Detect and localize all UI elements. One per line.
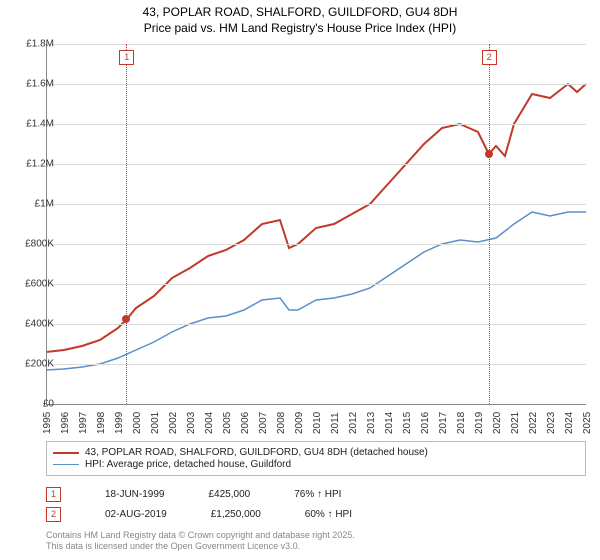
y-tick-label: £0 xyxy=(14,399,54,410)
y-tick-label: £200K xyxy=(14,359,54,370)
event-price: £1,250,000 xyxy=(211,509,261,520)
x-tick-label: 2016 xyxy=(420,412,431,434)
x-tick-label: 2018 xyxy=(456,412,467,434)
x-tick-label: 2020 xyxy=(492,412,503,434)
events-table: 1 18-JUN-1999 £425,000 76% ↑ HPI 2 02-AU… xyxy=(46,482,586,527)
x-tick-label: 2006 xyxy=(240,412,251,434)
event-line xyxy=(489,44,490,404)
x-tick-label: 2003 xyxy=(186,412,197,434)
legend-label: 43, POPLAR ROAD, SHALFORD, GUILDFORD, GU… xyxy=(85,447,428,458)
y-tick-label: £800K xyxy=(14,239,54,250)
event-marker xyxy=(485,150,493,158)
y-tick-label: £1.4M xyxy=(14,119,54,130)
legend-swatch xyxy=(53,464,79,465)
x-tick-label: 1995 xyxy=(42,412,53,434)
event-marker xyxy=(122,315,130,323)
x-tick-label: 2024 xyxy=(564,412,575,434)
event-delta: 60% ↑ HPI xyxy=(305,509,352,520)
x-tick-label: 2000 xyxy=(132,412,143,434)
legend-label: HPI: Average price, detached house, Guil… xyxy=(85,459,291,470)
x-tick-label: 2005 xyxy=(222,412,233,434)
x-tick-label: 2021 xyxy=(510,412,521,434)
x-tick-label: 2015 xyxy=(402,412,413,434)
x-tick-label: 1996 xyxy=(60,412,71,434)
x-tick-label: 2014 xyxy=(384,412,395,434)
y-tick-label: £1.6M xyxy=(14,79,54,90)
footer-line-2: This data is licensed under the Open Gov… xyxy=(46,541,300,551)
y-tick-label: £1.8M xyxy=(14,39,54,50)
footer-line-1: Contains HM Land Registry data © Crown c… xyxy=(46,530,355,540)
event-row: 2 02-AUG-2019 £1,250,000 60% ↑ HPI xyxy=(46,507,586,522)
event-num-box: 2 xyxy=(46,507,61,522)
x-tick-label: 2008 xyxy=(276,412,287,434)
x-tick-label: 2002 xyxy=(168,412,179,434)
x-tick-label: 2019 xyxy=(474,412,485,434)
event-date: 18-JUN-1999 xyxy=(105,489,164,500)
y-tick-label: £600K xyxy=(14,279,54,290)
event-number-box: 2 xyxy=(482,50,497,65)
x-tick-label: 2004 xyxy=(204,412,215,434)
x-tick-label: 2009 xyxy=(294,412,305,434)
event-number-box: 1 xyxy=(119,50,134,65)
x-tick-label: 2012 xyxy=(348,412,359,434)
legend-item: HPI: Average price, detached house, Guil… xyxy=(53,459,579,470)
x-tick-label: 2025 xyxy=(582,412,593,434)
chart-container: 43, POPLAR ROAD, SHALFORD, GUILDFORD, GU… xyxy=(0,0,600,560)
x-tick-label: 2023 xyxy=(546,412,557,434)
x-axis xyxy=(46,404,586,405)
event-date: 02-AUG-2019 xyxy=(105,509,167,520)
event-row: 1 18-JUN-1999 £425,000 76% ↑ HPI xyxy=(46,487,586,502)
y-tick-label: £1M xyxy=(14,199,54,210)
event-price: £425,000 xyxy=(208,489,250,500)
legend-swatch xyxy=(53,452,79,454)
x-tick-label: 2022 xyxy=(528,412,539,434)
y-tick-label: £400K xyxy=(14,319,54,330)
event-num-box: 1 xyxy=(46,487,61,502)
event-line xyxy=(126,44,127,404)
title-line-2: Price paid vs. HM Land Registry's House … xyxy=(144,21,456,35)
x-tick-label: 2011 xyxy=(330,412,341,434)
x-tick-label: 2001 xyxy=(150,412,161,434)
y-tick-label: £1.2M xyxy=(14,159,54,170)
footer: Contains HM Land Registry data © Crown c… xyxy=(46,530,586,553)
x-tick-label: 1997 xyxy=(78,412,89,434)
x-tick-label: 2007 xyxy=(258,412,269,434)
x-tick-label: 1998 xyxy=(96,412,107,434)
plot-area: 1995199619971998199920002001200220032004… xyxy=(46,44,586,404)
title-line-1: 43, POPLAR ROAD, SHALFORD, GUILDFORD, GU… xyxy=(143,5,458,19)
event-delta: 76% ↑ HPI xyxy=(294,489,341,500)
chart-title: 43, POPLAR ROAD, SHALFORD, GUILDFORD, GU… xyxy=(0,0,600,36)
y-axis xyxy=(46,44,47,404)
legend: 43, POPLAR ROAD, SHALFORD, GUILDFORD, GU… xyxy=(46,441,586,476)
x-tick-label: 2017 xyxy=(438,412,449,434)
x-tick-label: 2013 xyxy=(366,412,377,434)
x-tick-label: 2010 xyxy=(312,412,323,434)
x-tick-label: 1999 xyxy=(114,412,125,434)
legend-item: 43, POPLAR ROAD, SHALFORD, GUILDFORD, GU… xyxy=(53,447,579,458)
